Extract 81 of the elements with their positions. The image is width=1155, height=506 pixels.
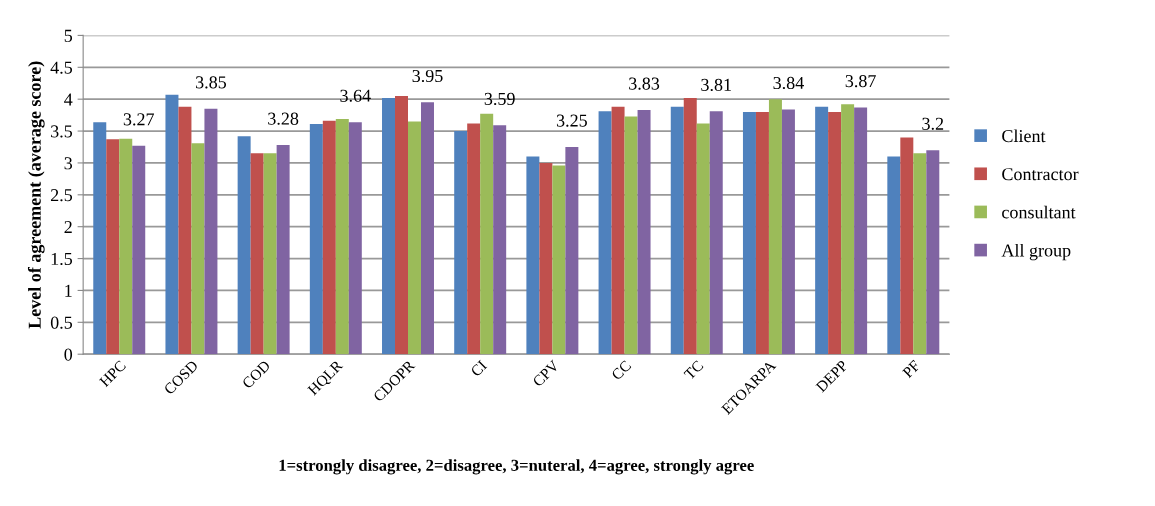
y-tick-label: 4.5 xyxy=(50,61,73,74)
bar xyxy=(926,150,940,355)
bar xyxy=(178,106,192,355)
bar xyxy=(250,153,264,355)
bar xyxy=(93,122,107,355)
bar xyxy=(237,136,251,355)
y-tick-label: 3.5 xyxy=(51,125,73,138)
bar xyxy=(263,153,277,355)
bar xyxy=(900,137,914,355)
x-tick-label: CI xyxy=(470,359,488,378)
x-tick-label: CC xyxy=(610,360,632,381)
y-tick-label: 1.5 xyxy=(51,252,73,266)
data-label: 3.83 xyxy=(629,77,660,90)
data-label: 3.28 xyxy=(268,112,299,125)
bar xyxy=(106,139,120,355)
bar xyxy=(841,104,855,355)
bar xyxy=(132,145,146,355)
bar xyxy=(781,109,795,355)
bar xyxy=(119,138,133,355)
data-label: 3.87 xyxy=(845,74,876,88)
bar xyxy=(637,110,651,355)
bar xyxy=(165,94,179,355)
legend-label: Contractor xyxy=(1002,168,1079,181)
bar xyxy=(913,153,927,355)
bar xyxy=(742,111,756,355)
legend-label: Client xyxy=(1002,129,1046,143)
y-tick-label: 0 xyxy=(64,348,73,361)
bar xyxy=(395,95,408,355)
data-label: 3.64 xyxy=(340,89,371,102)
data-label: 3.95 xyxy=(412,69,443,83)
legend-label: All group xyxy=(1001,243,1071,261)
bar xyxy=(480,113,494,355)
bar xyxy=(696,123,710,355)
bar xyxy=(624,116,638,355)
bar xyxy=(191,143,205,355)
x-axis-title: 1=strongly disagree, 2=disagree, 3=nuteral, 4=agree, strongly agree xyxy=(279,459,754,475)
bar xyxy=(854,107,868,355)
y-tick-label: 3 xyxy=(64,157,73,170)
data-label: 3.84 xyxy=(773,76,804,90)
bar xyxy=(467,123,481,355)
bar xyxy=(755,111,769,355)
y-tick-label: 2.5 xyxy=(50,189,73,202)
bar xyxy=(670,106,684,355)
bar xyxy=(309,124,323,355)
bar xyxy=(565,146,579,355)
bar xyxy=(598,111,612,355)
data-label: 3.81 xyxy=(701,78,731,92)
bar xyxy=(421,102,434,355)
bar xyxy=(828,111,842,355)
bar xyxy=(348,122,362,355)
bar xyxy=(335,118,349,355)
bar xyxy=(552,165,566,355)
data-label: 3.27 xyxy=(123,113,155,126)
bar xyxy=(276,145,290,355)
data-label: 3.59 xyxy=(484,92,515,106)
bar xyxy=(526,156,540,355)
bar xyxy=(611,106,625,355)
y-tick-label: 2 xyxy=(64,221,72,233)
bar xyxy=(887,156,901,355)
legend-label: consultant xyxy=(1002,205,1076,219)
bar xyxy=(539,162,553,355)
y-tick-label: 1 xyxy=(65,284,72,297)
bar xyxy=(204,108,218,355)
data-label: 3.85 xyxy=(196,76,227,89)
bar xyxy=(454,131,468,355)
y-axis-title: Level of agreement (average score) xyxy=(27,61,45,329)
y-tick-label: 5 xyxy=(64,29,73,42)
y-tick-label: 0.5 xyxy=(50,316,73,329)
bar xyxy=(382,97,396,355)
bar xyxy=(815,106,829,355)
bar xyxy=(768,99,782,355)
data-label: 3.2 xyxy=(922,117,944,130)
bar xyxy=(322,120,336,355)
y-tick-label: 4 xyxy=(64,93,73,106)
bar xyxy=(493,125,507,355)
x-tick-label: TC xyxy=(683,360,704,381)
bar xyxy=(683,97,697,355)
bar xyxy=(408,121,421,355)
x-tick-label: PF xyxy=(902,359,921,379)
data-label: 3.25 xyxy=(556,114,587,127)
bar xyxy=(709,111,723,355)
